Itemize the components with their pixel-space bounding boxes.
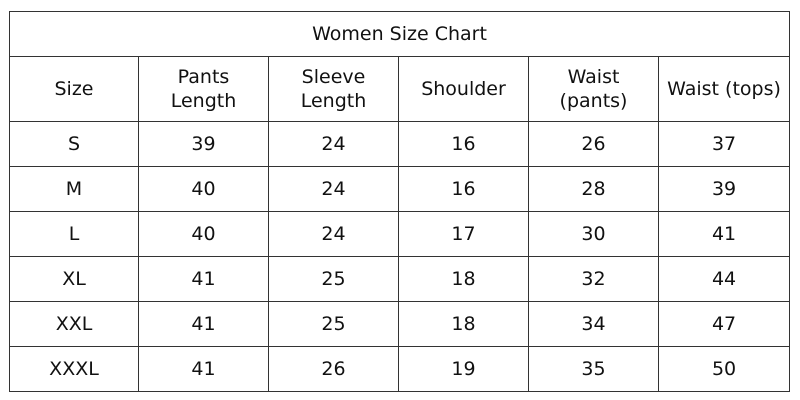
measurement-cell: 25 xyxy=(268,301,399,347)
size-cell: XL xyxy=(9,256,139,302)
measurement-cell: 25 xyxy=(268,256,399,302)
measurement-cell: 30 xyxy=(528,211,659,257)
measurement-cell: 47 xyxy=(657,301,791,347)
measurement-cell: 24 xyxy=(268,166,399,212)
table-row: M 40 24 16 28 39 xyxy=(9,166,791,212)
table-row: XXL 41 25 18 34 47 xyxy=(9,301,791,347)
table-row: XXXL 41 26 19 35 50 xyxy=(9,346,791,392)
measurement-cell: 17 xyxy=(398,211,529,257)
column-header: Shoulder xyxy=(398,56,529,122)
column-header-line: Length xyxy=(170,90,237,112)
table-row: XL 41 25 18 32 44 xyxy=(9,256,791,302)
measurement-cell: 26 xyxy=(268,346,399,392)
table-row: S 39 24 16 26 37 xyxy=(9,121,791,167)
column-header-line: Size xyxy=(54,78,94,100)
column-header-line: (pants) xyxy=(559,90,628,112)
column-header-line: Sleeve xyxy=(301,66,366,88)
measurement-cell: 44 xyxy=(657,256,791,302)
size-chart-table: Women Size Chart Size Pants Length Sleeve Le… xyxy=(8,11,791,392)
header-row: Size Pants Length Sleeve Length Shoulder Waist… xyxy=(9,56,791,122)
measurement-cell: 34 xyxy=(528,301,659,347)
column-header-line: Shoulder xyxy=(421,78,506,100)
measurement-cell: 41 xyxy=(138,256,269,302)
measurement-cell: 18 xyxy=(398,256,529,302)
measurement-cell: 24 xyxy=(268,121,399,167)
measurement-cell: 16 xyxy=(398,121,529,167)
column-header-line: Waist xyxy=(567,66,620,88)
measurement-cell: 41 xyxy=(138,301,269,347)
size-cell: XXL xyxy=(9,301,139,347)
measurement-cell: 41 xyxy=(657,211,791,257)
measurement-cell: 40 xyxy=(138,166,269,212)
table-title: Women Size Chart xyxy=(8,11,791,57)
measurement-cell: 39 xyxy=(657,166,791,212)
measurement-cell: 28 xyxy=(528,166,659,212)
column-header-line: Pants xyxy=(177,66,230,88)
measurement-cell: 35 xyxy=(528,346,659,392)
column-header-line: Length xyxy=(300,90,367,112)
size-cell: M xyxy=(9,166,139,212)
column-header: Waist (pants) xyxy=(528,56,659,122)
measurement-cell: 41 xyxy=(138,346,269,392)
measurement-cell: 40 xyxy=(138,211,269,257)
measurement-cell: 18 xyxy=(398,301,529,347)
table-row: L 40 24 17 30 41 xyxy=(9,211,791,257)
size-cell: L xyxy=(9,211,139,257)
column-header: Size xyxy=(9,56,139,122)
column-header: Pants Length xyxy=(138,56,269,122)
table-body: S 39 24 16 26 37 M 40 24 16 28 39 L 40 24 17 30 41 XL 41 25 1… xyxy=(9,121,791,392)
measurement-cell: 39 xyxy=(138,121,269,167)
column-header: Waist (tops) xyxy=(657,56,791,122)
measurement-cell: 24 xyxy=(268,211,399,257)
measurement-cell: 16 xyxy=(398,166,529,212)
measurement-cell: 37 xyxy=(657,121,791,167)
measurement-cell: 50 xyxy=(657,346,791,392)
measurement-cell: 19 xyxy=(398,346,529,392)
size-cell: S xyxy=(9,121,139,167)
measurement-cell: 26 xyxy=(528,121,659,167)
column-header-line: Waist (tops) xyxy=(667,78,781,100)
measurement-cell: 32 xyxy=(528,256,659,302)
size-cell: XXXL xyxy=(9,346,139,392)
column-header: Sleeve Length xyxy=(268,56,399,122)
